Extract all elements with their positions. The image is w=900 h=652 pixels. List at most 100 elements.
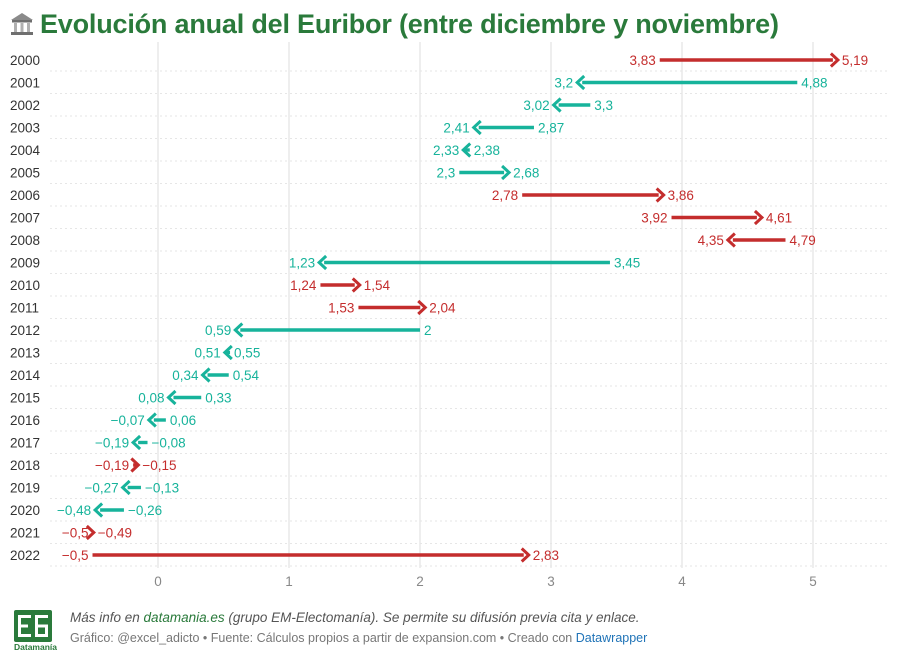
start-value-label: 2,38 bbox=[474, 143, 500, 158]
start-value-label: 0,55 bbox=[234, 346, 260, 361]
end-value-label: 2,04 bbox=[429, 301, 456, 316]
year-label: 2003 bbox=[10, 121, 40, 136]
end-value-label: 0,51 bbox=[195, 346, 221, 361]
arrow-head bbox=[501, 164, 512, 181]
start-value-label: 3,92 bbox=[641, 211, 667, 226]
arrow-head bbox=[417, 299, 428, 316]
footer-note: Más info en datamania.es (grupo EM-Elect… bbox=[70, 610, 640, 625]
footer-credit-text: Gráfico: @excel_adicto • Fuente: Cálculo… bbox=[70, 631, 576, 645]
year-label: 2021 bbox=[10, 526, 40, 541]
year-label: 2022 bbox=[10, 548, 40, 563]
x-tick-label: 1 bbox=[285, 574, 293, 589]
arrow-head bbox=[222, 344, 233, 361]
end-value-label: 0,59 bbox=[205, 323, 231, 338]
datawrapper-link[interactable]: Datawrapper bbox=[575, 631, 648, 645]
arrow-head bbox=[130, 457, 141, 473]
year-label: 2001 bbox=[10, 76, 40, 91]
start-value-label: 3,3 bbox=[594, 98, 613, 113]
year-label: 2015 bbox=[10, 391, 40, 406]
arrow-head bbox=[146, 412, 157, 428]
start-value-label: 3,83 bbox=[629, 53, 655, 68]
end-value-label: 3,02 bbox=[523, 98, 549, 113]
year-label: 2009 bbox=[10, 256, 40, 271]
arrow-head bbox=[316, 254, 328, 271]
end-value-label: −0,19 bbox=[95, 436, 129, 451]
year-label: 2007 bbox=[10, 211, 40, 226]
end-value-label: 5,19 bbox=[842, 53, 868, 68]
chart-title: Evolución anual del Euribor (entre dicie… bbox=[10, 6, 779, 42]
year-label: 2019 bbox=[10, 481, 40, 496]
end-value-label: 0,08 bbox=[138, 391, 164, 406]
year-label: 2014 bbox=[10, 368, 41, 383]
end-value-label: 2,68 bbox=[513, 166, 539, 181]
arrow-head bbox=[574, 74, 586, 91]
start-value-label: −0,5 bbox=[62, 526, 89, 541]
end-value-label: 0,34 bbox=[172, 368, 199, 383]
arrow-head bbox=[520, 547, 531, 563]
year-label: 2016 bbox=[10, 413, 40, 428]
arrow-head bbox=[233, 322, 244, 338]
footer: Datamanía Más info en datamania.es (grup… bbox=[0, 604, 900, 652]
x-tick-label: 2 bbox=[416, 574, 424, 589]
end-value-label: 2,83 bbox=[533, 548, 559, 563]
arrow-head bbox=[753, 209, 765, 226]
year-label: 2017 bbox=[10, 436, 40, 451]
start-value-label: −0,13 bbox=[145, 481, 179, 496]
arrow-head bbox=[130, 434, 142, 451]
arrow-head bbox=[120, 479, 131, 496]
arrow-head bbox=[85, 524, 97, 541]
start-value-label: −0,08 bbox=[152, 436, 186, 451]
start-value-label: −0,19 bbox=[95, 458, 129, 473]
year-label: 2012 bbox=[10, 323, 40, 338]
end-value-label: −0,49 bbox=[98, 526, 132, 541]
start-value-label: 0,06 bbox=[170, 413, 196, 428]
end-value-label: 1,54 bbox=[364, 278, 391, 293]
end-value-label: −0,15 bbox=[142, 458, 176, 473]
end-value-label: 2,33 bbox=[433, 143, 459, 158]
start-value-label: 1,24 bbox=[290, 278, 317, 293]
start-value-label: 0,33 bbox=[205, 391, 231, 406]
start-value-label: 4,79 bbox=[789, 233, 815, 248]
x-tick-label: 4 bbox=[678, 574, 686, 589]
end-value-label: 3,2 bbox=[554, 76, 573, 91]
end-value-label: 4,35 bbox=[698, 233, 724, 248]
title-text: Evolución anual del Euribor (entre dicie… bbox=[40, 8, 779, 39]
year-label: 2006 bbox=[10, 188, 40, 203]
end-value-label: −0,07 bbox=[111, 413, 145, 428]
start-value-label: 3,45 bbox=[614, 256, 640, 271]
year-label: 2005 bbox=[10, 166, 40, 181]
start-value-label: 2,87 bbox=[538, 121, 564, 136]
footer-credit: Gráfico: @excel_adicto • Fuente: Cálculo… bbox=[70, 631, 647, 645]
x-tick-label: 0 bbox=[154, 574, 162, 589]
arrow-head bbox=[351, 277, 362, 293]
end-value-label: 1,23 bbox=[289, 256, 315, 271]
arrow-head bbox=[200, 367, 211, 383]
end-value-label: 3,86 bbox=[668, 188, 694, 203]
arrow-head bbox=[92, 502, 104, 518]
arrow-head bbox=[461, 142, 472, 158]
datamania-link[interactable]: datamania.es bbox=[143, 610, 225, 625]
x-tick-label: 5 bbox=[809, 574, 817, 589]
end-value-label: −0,48 bbox=[57, 503, 91, 518]
year-label: 2008 bbox=[10, 233, 40, 248]
bank-building-icon bbox=[11, 13, 33, 35]
start-value-label: 4,88 bbox=[801, 76, 827, 91]
start-value-label: 0,54 bbox=[233, 368, 260, 383]
start-value-label: 2,78 bbox=[492, 188, 518, 203]
datamania-logo-icon bbox=[14, 610, 52, 642]
start-value-label: −0,5 bbox=[62, 548, 89, 563]
start-value-label: 2 bbox=[424, 323, 432, 338]
arrow-head bbox=[829, 52, 841, 68]
year-label: 2000 bbox=[10, 53, 40, 68]
year-label: 2002 bbox=[10, 98, 40, 113]
footer-note-prefix: Más info en bbox=[70, 610, 144, 625]
year-label: 2010 bbox=[10, 278, 40, 293]
start-value-label: −0,26 bbox=[128, 503, 162, 518]
arrow-head bbox=[551, 97, 562, 113]
logo-label: Datamanía bbox=[14, 642, 57, 652]
end-value-label: 2,41 bbox=[443, 121, 469, 136]
end-value-label: 4,61 bbox=[766, 211, 792, 226]
arrow-head bbox=[725, 232, 736, 248]
year-label: 2018 bbox=[10, 458, 40, 473]
start-value-label: 1,53 bbox=[328, 301, 354, 316]
